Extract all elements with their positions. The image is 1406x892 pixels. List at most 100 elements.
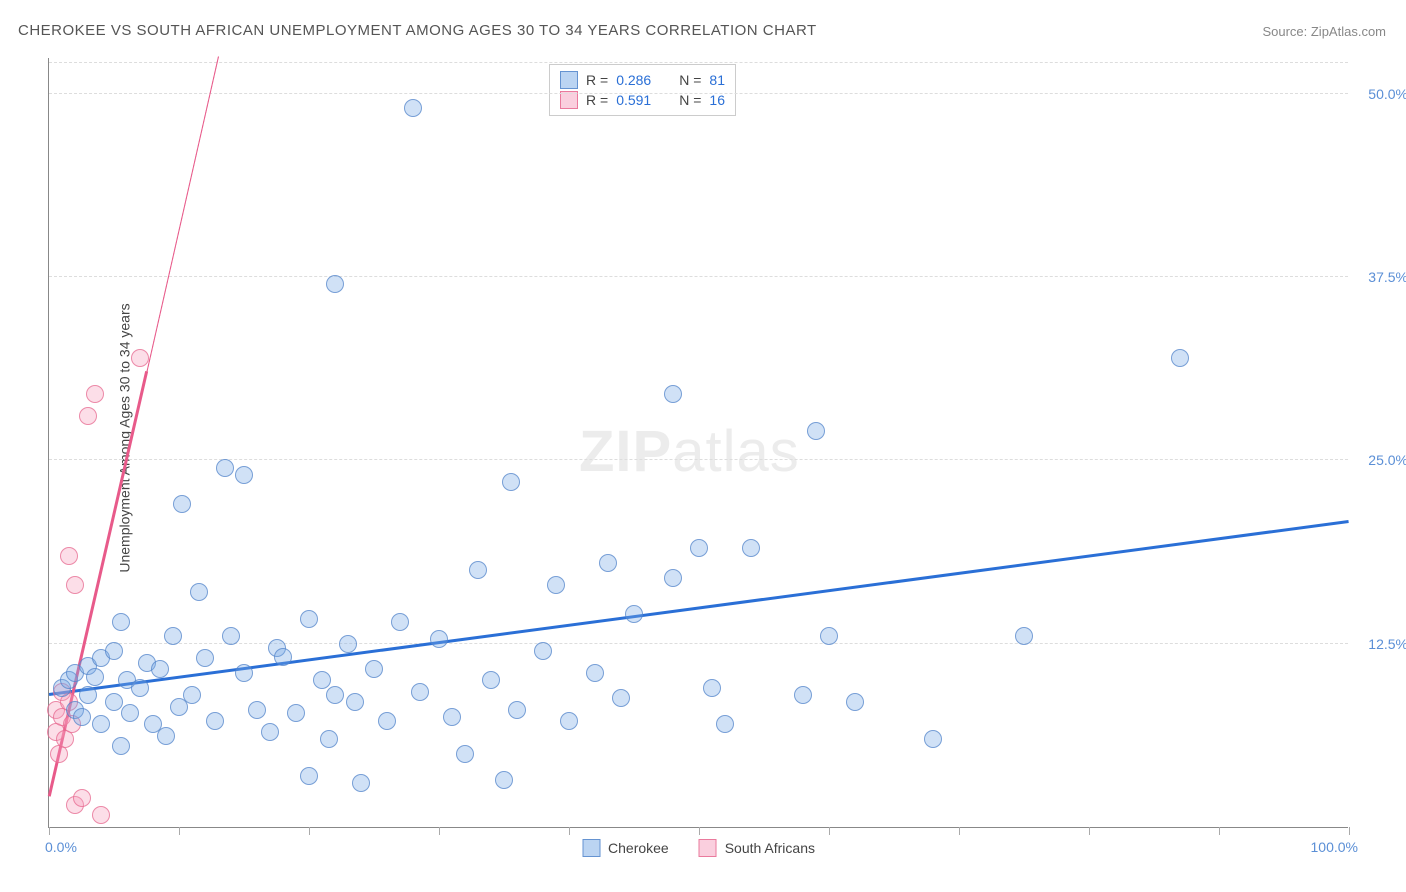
- data-point: [820, 627, 838, 645]
- data-point: [173, 495, 191, 513]
- data-point: [105, 642, 123, 660]
- x-tick: [699, 827, 700, 835]
- legend-label-southafrican: South Africans: [725, 840, 815, 856]
- data-point: [164, 627, 182, 645]
- data-point: [346, 693, 364, 711]
- data-point: [60, 547, 78, 565]
- swatch-cherokee-icon: [582, 839, 600, 857]
- x-tick: [1089, 827, 1090, 835]
- y-tick-label: 25.0%: [1353, 452, 1406, 468]
- data-point: [807, 422, 825, 440]
- n-label-2: N =: [679, 92, 701, 108]
- data-point: [112, 737, 130, 755]
- data-point: [131, 679, 149, 697]
- trend-line: [146, 56, 219, 372]
- r-value-2: 0.591: [616, 92, 651, 108]
- data-point: [157, 727, 175, 745]
- n-value-1: 81: [709, 72, 725, 88]
- swatch-southafrican-icon: [699, 839, 717, 857]
- data-point: [73, 708, 91, 726]
- data-point: [508, 701, 526, 719]
- gridline: [49, 276, 1348, 277]
- data-point: [320, 730, 338, 748]
- chart-title: CHEROKEE VS SOUTH AFRICAN UNEMPLOYMENT A…: [18, 22, 817, 39]
- gridline: [49, 643, 1348, 644]
- data-point: [742, 539, 760, 557]
- data-point: [482, 671, 500, 689]
- x-tick: [439, 827, 440, 835]
- data-point: [846, 693, 864, 711]
- x-tick: [1219, 827, 1220, 835]
- x-tick: [49, 827, 50, 835]
- r-label: R =: [586, 72, 608, 88]
- data-point: [352, 774, 370, 792]
- x-tick: [569, 827, 570, 835]
- legend-stats: R = 0.286 N = 81 R = 0.591 N = 16: [549, 64, 736, 116]
- data-point: [196, 649, 214, 667]
- data-point: [716, 715, 734, 733]
- data-point: [79, 686, 97, 704]
- n-value-2: 16: [709, 92, 725, 108]
- data-point: [924, 730, 942, 748]
- data-point: [248, 701, 266, 719]
- data-point: [612, 689, 630, 707]
- data-point: [411, 683, 429, 701]
- data-point: [1171, 349, 1189, 367]
- legend-series: Cherokee South Africans: [582, 839, 815, 857]
- legend-stats-row-1: R = 0.286 N = 81: [560, 71, 725, 89]
- data-point: [1015, 627, 1033, 645]
- data-point: [664, 569, 682, 587]
- legend-stats-row-2: R = 0.591 N = 16: [560, 91, 725, 109]
- data-point: [339, 635, 357, 653]
- data-point: [287, 704, 305, 722]
- plot-area: ZIPatlas R = 0.286 N = 81 R = 0.591 N = …: [48, 58, 1348, 828]
- y-tick-label: 50.0%: [1353, 86, 1406, 102]
- data-point: [794, 686, 812, 704]
- data-point: [131, 349, 149, 367]
- data-point: [365, 660, 383, 678]
- gridline: [49, 93, 1348, 94]
- data-point: [326, 686, 344, 704]
- data-point: [300, 767, 318, 785]
- data-point: [261, 723, 279, 741]
- data-point: [456, 745, 474, 763]
- data-point: [502, 473, 520, 491]
- watermark: ZIPatlas: [579, 418, 800, 485]
- data-point: [495, 771, 513, 789]
- watermark-bold: ZIP: [579, 419, 672, 484]
- data-point: [121, 704, 139, 722]
- data-point: [151, 660, 169, 678]
- legend-label-cherokee: Cherokee: [608, 840, 669, 856]
- watermark-light: atlas: [672, 419, 800, 484]
- data-point: [86, 385, 104, 403]
- y-tick-label: 37.5%: [1353, 269, 1406, 285]
- x-label-left: 0.0%: [45, 839, 77, 855]
- n-label: N =: [679, 72, 701, 88]
- data-point: [430, 630, 448, 648]
- data-point: [300, 610, 318, 628]
- legend-item-cherokee: Cherokee: [582, 839, 669, 857]
- data-point: [599, 554, 617, 572]
- legend-item-southafrican: South Africans: [699, 839, 815, 857]
- data-point: [92, 806, 110, 824]
- data-point: [73, 789, 91, 807]
- swatch-cherokee-icon: [560, 71, 578, 89]
- data-point: [469, 561, 487, 579]
- data-point: [86, 668, 104, 686]
- y-tick-label: 12.5%: [1353, 636, 1406, 652]
- r-value-1: 0.286: [616, 72, 651, 88]
- data-point: [404, 99, 422, 117]
- data-point: [664, 385, 682, 403]
- swatch-southafrican-icon: [560, 91, 578, 109]
- data-point: [183, 686, 201, 704]
- data-point: [235, 664, 253, 682]
- data-point: [235, 466, 253, 484]
- x-tick: [309, 827, 310, 835]
- data-point: [190, 583, 208, 601]
- x-tick: [959, 827, 960, 835]
- gridline: [49, 459, 1348, 460]
- data-point: [586, 664, 604, 682]
- x-tick: [179, 827, 180, 835]
- source-label: Source: ZipAtlas.com: [1262, 24, 1386, 39]
- data-point: [443, 708, 461, 726]
